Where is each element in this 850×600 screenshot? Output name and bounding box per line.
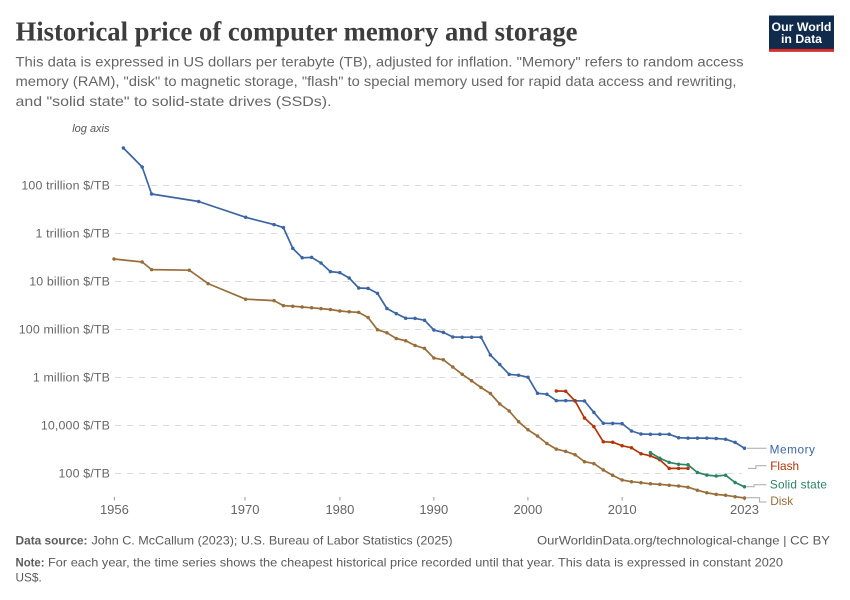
svg-text:US$.: US$.: [16, 570, 42, 584]
svg-text:Note:: Note:: [16, 556, 45, 570]
svg-text:1 trillion $/TB: 1 trillion $/TB: [35, 227, 110, 241]
svg-text:1956: 1956: [100, 502, 129, 517]
svg-text:1990: 1990: [419, 502, 448, 517]
svg-text:Data source:: Data source:: [16, 533, 88, 547]
svg-text:Historical price of computer m: Historical price of computer memory and …: [16, 16, 578, 47]
svg-text:100 trillion $/TB: 100 trillion $/TB: [21, 179, 110, 193]
svg-text:1980: 1980: [325, 502, 354, 517]
svg-text:For each year, the time series: For each year, the time series shows the…: [48, 556, 783, 570]
svg-text:1 million $/TB: 1 million $/TB: [33, 371, 110, 385]
svg-text:Flash: Flash: [770, 459, 799, 473]
svg-text:and "solid state" to solid-sta: and "solid state" to solid-state drives …: [16, 93, 332, 109]
svg-text:Solid state: Solid state: [770, 478, 828, 492]
svg-text:Memory: Memory: [770, 442, 816, 456]
svg-text:100 $/TB: 100 $/TB: [59, 467, 110, 481]
svg-text:John C. McCallum (2023); U.S.: John C. McCallum (2023); U.S. Bureau of …: [92, 533, 453, 547]
svg-text:memory (RAM), "disk" to magnet: memory (RAM), "disk" to magnetic storage…: [16, 73, 737, 89]
svg-text:OurWorldinData.org/technologic: OurWorldinData.org/technological-change …: [537, 533, 830, 547]
svg-text:100 million $/TB: 100 million $/TB: [19, 323, 110, 337]
svg-text:Our World: Our World: [772, 20, 832, 34]
svg-text:This data is expressed in US d: This data is expressed in US dollars per…: [16, 54, 744, 70]
svg-text:in Data: in Data: [781, 32, 822, 46]
svg-text:Disk: Disk: [770, 494, 793, 508]
svg-text:2023: 2023: [730, 502, 759, 517]
svg-text:2010: 2010: [608, 502, 637, 517]
svg-text:10,000 $/TB: 10,000 $/TB: [41, 419, 110, 433]
svg-text:10 billion $/TB: 10 billion $/TB: [29, 275, 110, 289]
svg-text:2000: 2000: [513, 502, 542, 517]
svg-text:log axis: log axis: [72, 123, 110, 135]
svg-text:1970: 1970: [231, 502, 260, 517]
